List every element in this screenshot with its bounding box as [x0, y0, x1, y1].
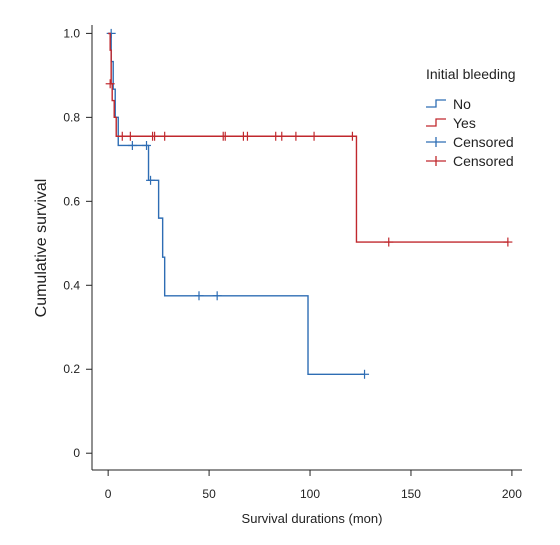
censor-mark-no [127, 140, 137, 150]
censor-mark-no [146, 175, 156, 185]
censor-mark-no [194, 291, 204, 301]
y-tick-label: 0.4 [63, 278, 80, 292]
y-tick-label: 0 [73, 446, 80, 460]
censor-mark-no [142, 140, 152, 150]
legend: Initial bleeding No Yes Censored Censored [426, 66, 516, 169]
censor-mark-yes [291, 131, 301, 141]
y-ticks: 0 0.2 0.4 0.6 0.8 1.0 [63, 26, 92, 460]
legend-entry: No [426, 96, 471, 112]
censor-mark-yes [105, 79, 115, 89]
plot-area [105, 28, 513, 379]
censor-mark-no [360, 369, 370, 379]
legend-title: Initial bleeding [426, 66, 516, 82]
legend-label: No [453, 96, 471, 112]
censor-mark-yes [160, 131, 170, 141]
legend-entry: Yes [426, 115, 476, 131]
legend-entry: Censored [426, 153, 514, 169]
legend-swatch [426, 99, 446, 108]
censor-mark-yes [125, 131, 135, 141]
series-line-yes [108, 32, 508, 243]
censor-mark-yes [242, 131, 252, 141]
legend-label: Yes [453, 115, 476, 131]
x-tick-label: 200 [502, 487, 522, 501]
legend-swatch [426, 118, 446, 127]
censor-mark-yes [384, 237, 394, 247]
censor-mark-no [212, 291, 222, 301]
censor-mark-yes [220, 131, 230, 141]
y-axis-label: Cumulative survival [33, 179, 50, 318]
axes [91, 25, 522, 471]
y-tick-label: 1.0 [63, 26, 80, 40]
censor-mark-yes [117, 131, 127, 141]
x-ticks: 0 50 100 150 200 [105, 470, 522, 501]
x-tick-label: 50 [202, 487, 216, 501]
y-tick-label: 0.6 [63, 194, 80, 208]
series-line-no [108, 32, 365, 375]
censor-mark-yes [347, 131, 357, 141]
censor-mark-yes [309, 131, 319, 141]
x-tick-label: 150 [401, 487, 421, 501]
censor-mark-no [106, 28, 116, 38]
x-tick-label: 0 [105, 487, 112, 501]
legend-label: Censored [453, 153, 514, 169]
y-tick-label: 0.2 [63, 362, 80, 376]
censor-mark-yes [277, 131, 287, 141]
legend-label: Censored [453, 134, 514, 150]
censor-mark-yes [150, 131, 160, 141]
legend-entry: Censored [426, 134, 514, 150]
x-axis-label: Survival durations (mon) [242, 511, 383, 526]
censor-mark-yes [503, 237, 513, 247]
y-tick-label: 0.8 [63, 110, 80, 124]
x-tick-label: 100 [300, 487, 320, 501]
